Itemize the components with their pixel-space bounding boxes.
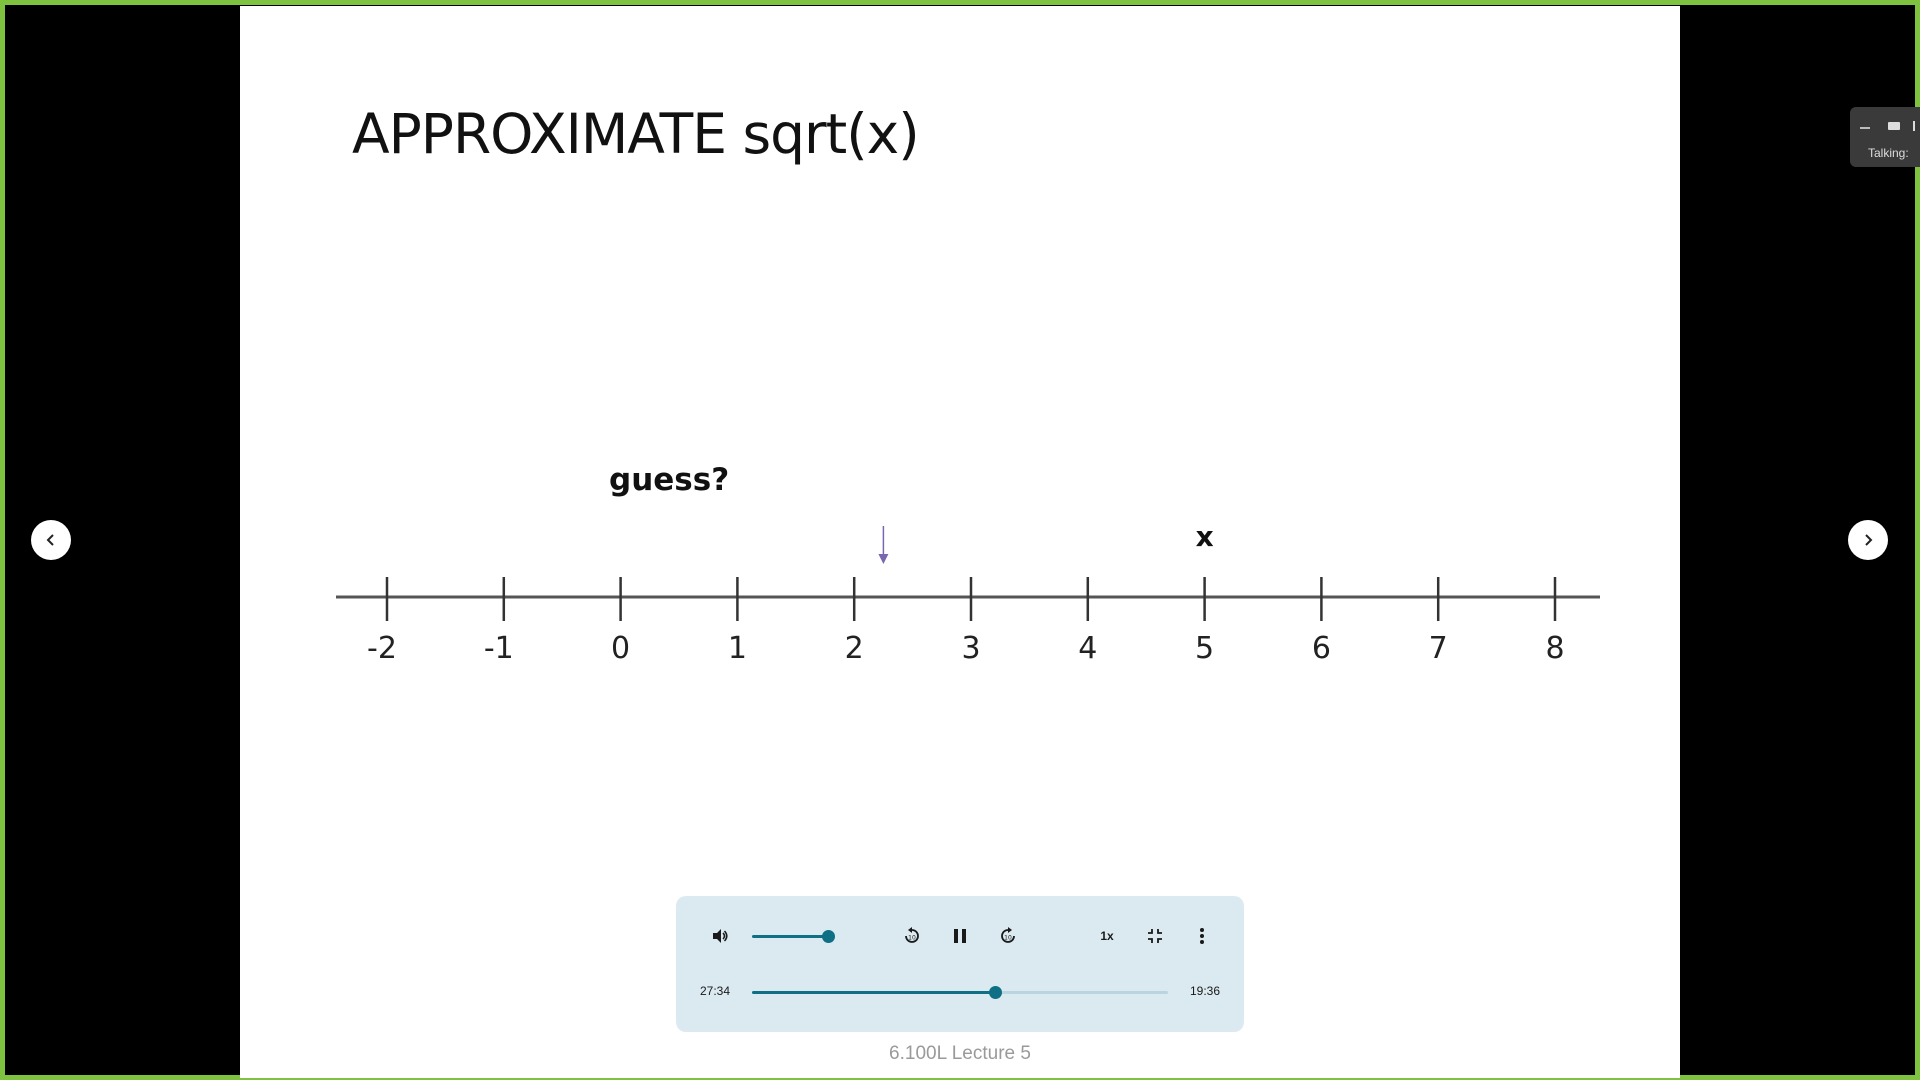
minimize-icon[interactable] bbox=[1860, 127, 1870, 129]
svg-text:10: 10 bbox=[908, 935, 916, 942]
tick-label: 7 bbox=[1429, 631, 1448, 666]
slide-title: APPROXIMATE sqrt(x) bbox=[352, 102, 920, 166]
tick-label: -1 bbox=[484, 631, 514, 666]
exit-fullscreen-button[interactable] bbox=[1139, 920, 1171, 952]
chevron-right-icon bbox=[1865, 534, 1873, 546]
volume-slider[interactable] bbox=[752, 935, 828, 938]
tick-label: 3 bbox=[961, 631, 980, 666]
expand-icon[interactable] bbox=[1913, 121, 1920, 131]
video-icon[interactable] bbox=[1888, 122, 1900, 130]
progress-slider-handle[interactable] bbox=[989, 986, 1003, 999]
guess-arrow-head bbox=[878, 554, 889, 564]
tick-label: 2 bbox=[845, 631, 864, 666]
speed-label: 1x bbox=[1100, 929, 1114, 943]
talking-label: Talking: bbox=[1868, 146, 1909, 160]
exit-fullscreen-icon bbox=[1148, 929, 1162, 943]
volume-slider-handle[interactable] bbox=[822, 930, 835, 943]
forward-10-icon: 10 bbox=[1001, 927, 1015, 943]
progress-slider[interactable] bbox=[752, 986, 1168, 999]
number-line: -2 -1 0 1 2 3 4 5 6 7 8 guess? x bbox=[336, 462, 1600, 666]
tick-label: -2 bbox=[367, 631, 397, 666]
total-time: 19:36 bbox=[1190, 984, 1221, 998]
forward-button[interactable]: 10 bbox=[992, 920, 1024, 952]
media-player-controls: 10 10 1x 27:34 bbox=[676, 896, 1244, 1032]
x-label: x bbox=[1196, 520, 1214, 553]
guess-label: guess? bbox=[609, 462, 729, 498]
lecture-caption: 6.100L Lecture 5 bbox=[889, 1043, 1031, 1064]
rewind-10-icon: 10 bbox=[905, 927, 919, 943]
tick-label: 8 bbox=[1545, 631, 1564, 666]
playback-speed-button[interactable]: 1x bbox=[1091, 920, 1123, 952]
rewind-button[interactable]: 10 bbox=[896, 920, 928, 952]
next-slide-button[interactable] bbox=[1848, 520, 1888, 560]
tick-label: 0 bbox=[611, 631, 630, 666]
pause-icon bbox=[954, 929, 966, 943]
volume-button[interactable] bbox=[704, 920, 736, 952]
tick-group: -2 -1 0 1 2 3 4 5 6 7 8 bbox=[367, 577, 1565, 666]
prev-slide-button[interactable] bbox=[31, 520, 71, 560]
more-vertical-icon bbox=[1200, 928, 1204, 944]
svg-text:10: 10 bbox=[1004, 935, 1012, 942]
tick-label: 1 bbox=[728, 631, 747, 666]
volume-icon bbox=[713, 929, 728, 943]
tick-label: 6 bbox=[1312, 631, 1331, 666]
pause-button[interactable] bbox=[944, 920, 976, 952]
tick-label: 4 bbox=[1078, 631, 1097, 666]
tick-label: 5 bbox=[1195, 631, 1214, 666]
current-time: 27:34 bbox=[700, 984, 731, 998]
chevron-left-icon bbox=[46, 534, 54, 546]
more-options-button[interactable] bbox=[1186, 920, 1218, 952]
meeting-mini-widget[interactable]: Talking: bbox=[1850, 107, 1920, 167]
progress-fill bbox=[752, 991, 996, 994]
